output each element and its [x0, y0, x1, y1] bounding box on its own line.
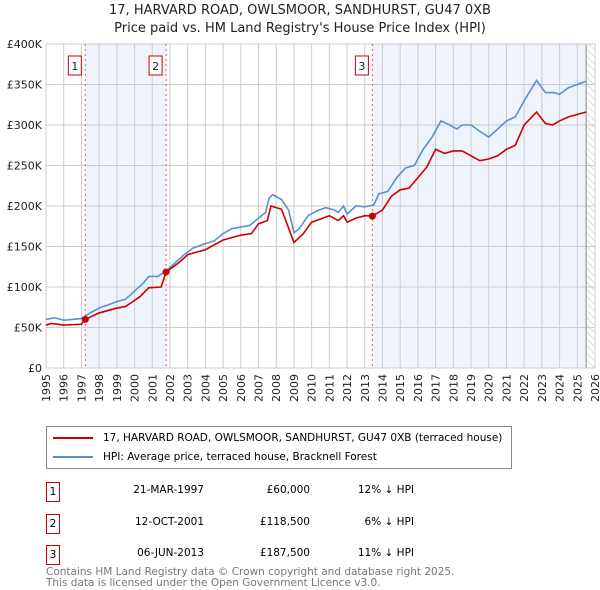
x-tick-label: 2002: [164, 374, 177, 402]
y-tick-label: £350K: [7, 79, 43, 92]
legend: 17, HARVARD ROAD, OWLSMOOR, SANDHURST, G…: [46, 426, 512, 469]
chart-subtitle: Price paid vs. HM Land Registry's House …: [114, 21, 486, 36]
x-tick-label: 2005: [217, 374, 230, 402]
sale-label: 1: [71, 60, 78, 73]
x-tick-label: 2020: [483, 374, 496, 402]
x-tick-label: 1998: [93, 374, 106, 402]
footer-copyright: Contains HM Land Registry data © Crown c…: [46, 566, 455, 578]
sale-label: 2: [152, 60, 159, 73]
legend-label-property: 17, HARVARD ROAD, OWLSMOOR, SANDHURST, G…: [103, 432, 503, 444]
x-tick-label: 2026: [589, 374, 600, 402]
x-tick-label: 2011: [323, 374, 336, 402]
y-tick-label: £400K: [7, 38, 43, 51]
x-tick-label: 2015: [394, 374, 407, 402]
sale-label: 3: [358, 60, 365, 73]
plot-area: 1995 1996 1997 1998 1999 2000 2001 2002 2003 2004…: [7, 38, 600, 402]
sale-date: 06-JUN-2013: [137, 547, 204, 559]
x-tick-label: 2009: [288, 374, 301, 402]
x-tick-label: 2024: [554, 374, 567, 402]
sale-marker-box: 3: [46, 545, 60, 565]
x-tick-label: 1996: [58, 374, 71, 402]
x-tick-label: 2010: [306, 374, 319, 402]
x-tick-label: 2013: [359, 374, 372, 402]
x-tick-label: 2022: [518, 374, 531, 402]
plot-border: [45, 43, 596, 369]
sale-price: £118,500: [259, 516, 310, 528]
x-tick-label: 2006: [235, 374, 248, 402]
sale-date: 12-OCT-2001: [135, 516, 204, 528]
sale-point: [162, 268, 170, 276]
x-tick-label: 2007: [253, 374, 266, 402]
legend-swatch-property: [53, 437, 93, 439]
footer-licence: This data is licensed under the Open Gov…: [46, 577, 381, 589]
sale-marker-box: 2: [46, 514, 60, 534]
x-tick-label: 2003: [182, 374, 195, 402]
x-tick-label: 2004: [199, 374, 212, 402]
sale-label-box: [148, 55, 163, 76]
x-tick-label: 2016: [412, 374, 425, 402]
y-tick-label: £100K: [7, 281, 43, 294]
series-line-hpi: [45, 79, 587, 322]
x-tick-label: 2001: [146, 374, 159, 402]
x-tick-label: 1999: [111, 374, 124, 402]
sale-price: £60,000: [266, 484, 310, 496]
sale-price: £187,500: [259, 547, 310, 559]
sale-hpi-diff: 12% ↓ HPI: [357, 484, 414, 496]
sale-point: [81, 315, 89, 323]
x-tick-label: 2017: [430, 374, 443, 402]
chart-title: 17, HARVARD ROAD, OWLSMOOR, SANDHURST, G…: [109, 3, 491, 18]
y-tick-label: £0: [28, 362, 42, 375]
x-tick-label: 1997: [75, 374, 88, 402]
x-tick-label: 2000: [129, 374, 142, 402]
sale-label-box: [354, 55, 369, 76]
legend-label-hpi: HPI: Average price, terraced house, Brac…: [103, 451, 377, 463]
y-tick-label: £200K: [7, 200, 43, 213]
series-line-property: [45, 110, 587, 326]
sale-label-box: [67, 55, 82, 76]
sale-hpi-diff: 11% ↓ HPI: [357, 547, 414, 559]
sale-date: 21-MAR-1997: [133, 484, 204, 496]
x-tick-label: 1995: [40, 374, 53, 402]
y-tick-label: £150K: [7, 241, 43, 254]
y-tick-label: £50K: [14, 322, 43, 335]
x-tick-label: 2023: [536, 374, 549, 402]
y-tick-label: £300K: [7, 119, 43, 132]
x-tick-label: 2012: [341, 374, 354, 402]
sale-point: [368, 212, 376, 220]
x-tick-label: 2014: [376, 374, 389, 402]
x-tick-label: 2008: [270, 374, 283, 402]
x-tick-label: 2018: [447, 374, 460, 402]
sale-hpi-diff: 6% ↓ HPI: [364, 516, 414, 528]
y-tick-label: £250K: [7, 160, 43, 173]
legend-swatch-hpi: [53, 456, 93, 458]
x-tick-label: 2021: [500, 374, 513, 402]
sale-marker-box: 1: [46, 482, 60, 502]
x-tick-label: 2025: [571, 374, 584, 402]
footer: Contains HM Land Registry data © Crown c…: [46, 567, 454, 589]
x-tick-label: 2019: [465, 374, 478, 402]
